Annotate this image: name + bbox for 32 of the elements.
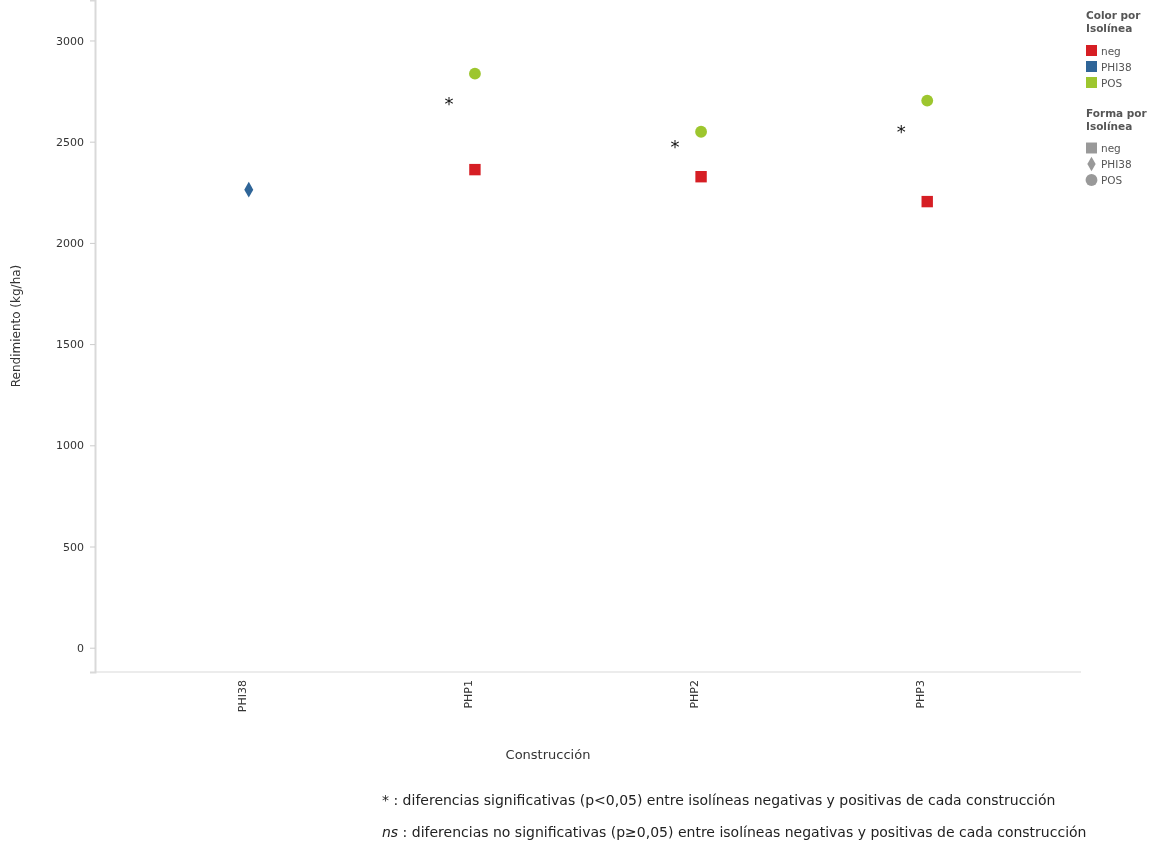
y-tick-label: 2500	[56, 135, 84, 149]
legend-title: Color por Isolínea	[1086, 9, 1142, 34]
point	[695, 171, 707, 183]
y-tick-label: 1500	[56, 338, 84, 352]
annotation: *	[444, 92, 454, 114]
point	[469, 163, 481, 176]
text: PHI38	[1101, 158, 1132, 170]
y-tick-label: 2000	[56, 236, 84, 250]
y-tick-label: 1000	[56, 439, 84, 453]
x-axis-title: Construcción	[505, 747, 591, 762]
y-tick-label: 3000	[56, 34, 84, 48]
x-tick-label: PHI38	[235, 680, 249, 713]
text: POS	[1101, 174, 1123, 186]
text: neg	[1101, 142, 1121, 154]
legend-label: PHI38	[1101, 61, 1132, 73]
x-tick-label: PHP3	[914, 680, 928, 709]
annotation: *	[670, 136, 680, 158]
text: ns : diferencias no significativas (p≥0,05) entre isolíneas negativas y positivas de cada construcción	[382, 824, 1087, 840]
point	[921, 195, 933, 208]
legend-label: POS	[1101, 77, 1123, 89]
point	[695, 125, 707, 138]
y-tick-label: 0	[77, 641, 84, 655]
point	[921, 94, 934, 107]
text: Forma por Isolínea	[1086, 107, 1148, 132]
y-tick-label: 500	[63, 540, 84, 554]
point	[469, 67, 481, 80]
legend-label: neg	[1101, 45, 1121, 57]
x-tick-label: PHP2	[688, 680, 702, 709]
text: * : diferencias significativas (p<0,05) entre isolíneas negativas y positivas de cada construcción	[382, 792, 1056, 808]
annotation: *	[896, 120, 906, 142]
x-tick-label: PHP1	[462, 680, 476, 709]
y-axis-title: Rendimiento (kg/ha)	[9, 264, 23, 388]
